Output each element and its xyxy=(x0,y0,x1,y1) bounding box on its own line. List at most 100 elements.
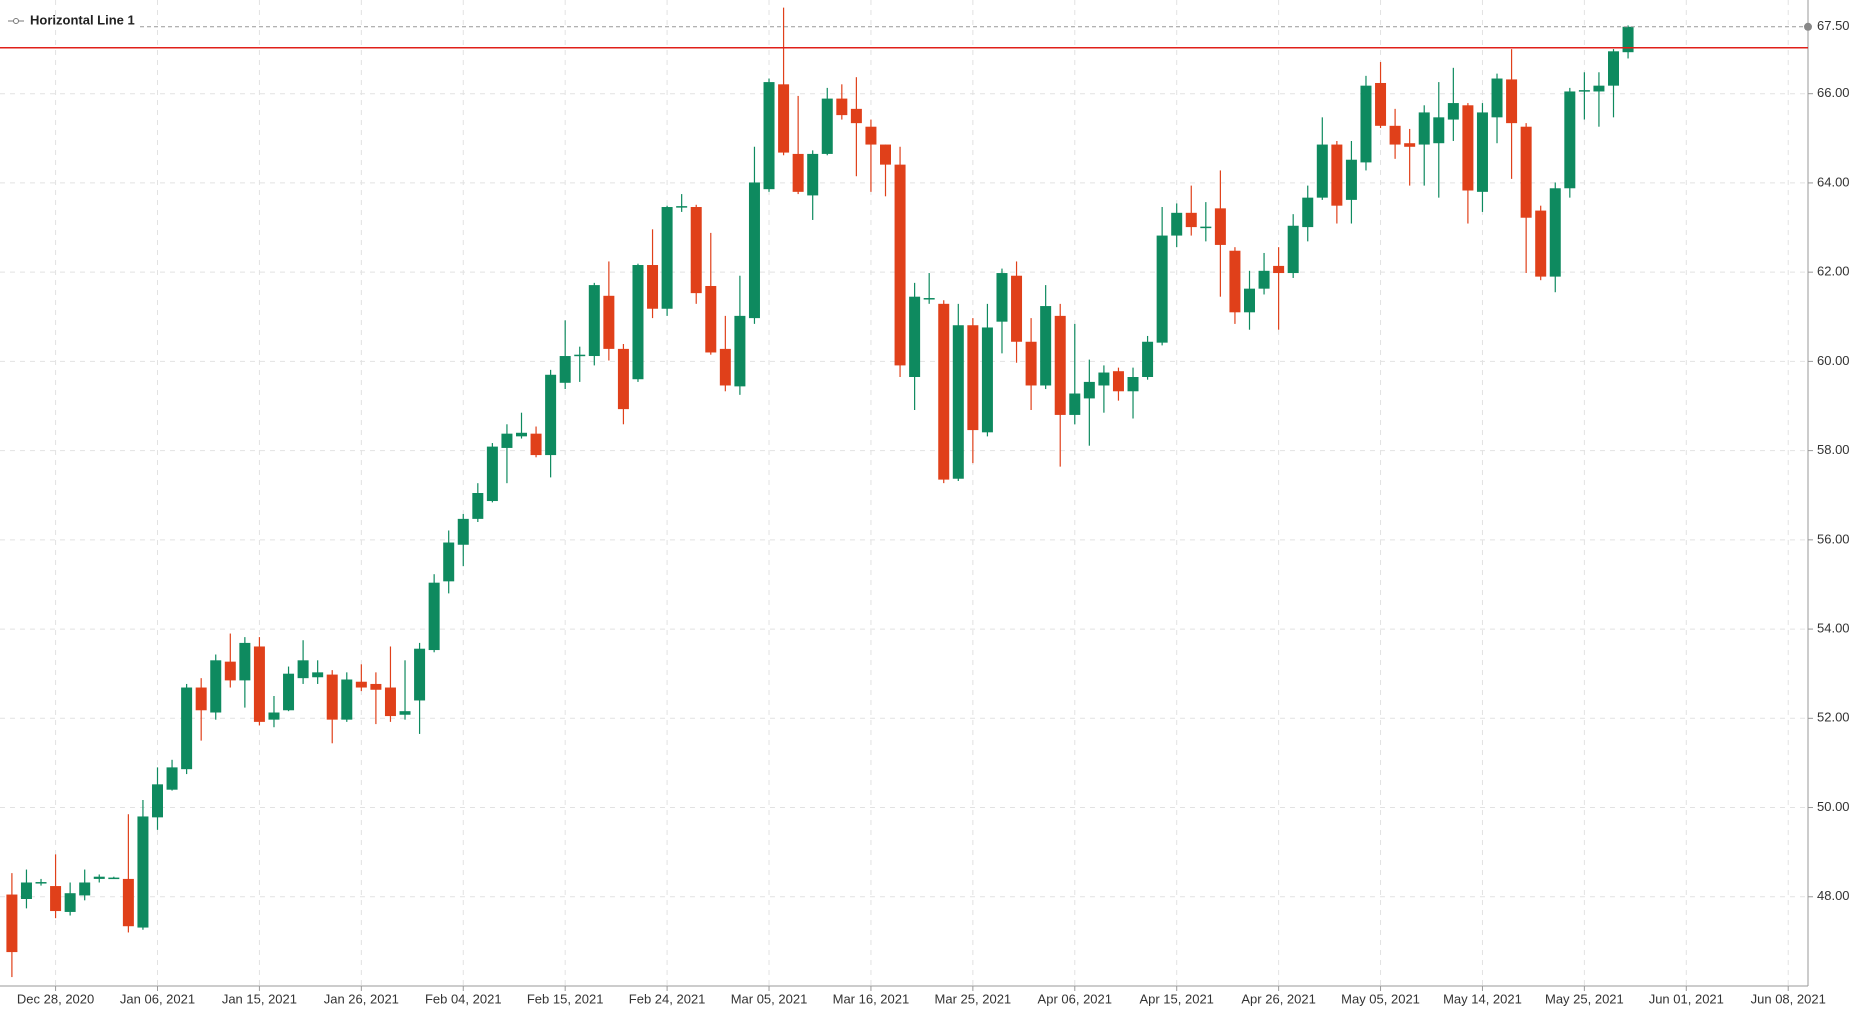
candle-body xyxy=(952,325,964,479)
candle-body xyxy=(20,882,32,899)
candle-body xyxy=(1535,210,1547,277)
candle-body xyxy=(719,348,731,386)
candle-body xyxy=(486,446,498,502)
candle-body xyxy=(1506,79,1518,124)
candle-body xyxy=(880,144,891,165)
candle-body xyxy=(1316,144,1328,198)
y-tick-label: 52.00 xyxy=(1817,710,1850,725)
candle-body xyxy=(1171,212,1183,236)
candle-body xyxy=(778,84,790,153)
candle-body xyxy=(1302,197,1314,228)
candle-body xyxy=(1549,188,1561,277)
x-tick-label: Apr 06, 2021 xyxy=(1038,991,1112,1006)
candle-body xyxy=(108,877,120,880)
x-tick-label: Feb 04, 2021 xyxy=(425,991,502,1006)
candle-body xyxy=(224,661,236,681)
candle-body xyxy=(297,660,309,679)
candle-body xyxy=(268,712,280,720)
candle-body xyxy=(384,687,396,717)
y-tick-label: 56.00 xyxy=(1817,531,1850,546)
candle-body xyxy=(1608,51,1619,86)
candle-body xyxy=(530,433,542,456)
candle-body xyxy=(181,687,193,770)
candle-body xyxy=(93,876,105,879)
y-tick-label: 50.00 xyxy=(1817,799,1850,814)
candle-body xyxy=(1360,85,1372,163)
candle-body xyxy=(603,295,615,349)
candle-body xyxy=(807,153,819,196)
x-tick-label: Jan 15, 2021 xyxy=(222,991,297,1006)
candle-body xyxy=(195,687,207,711)
candle-body xyxy=(1069,393,1081,415)
candle-body xyxy=(457,518,469,545)
candle-body xyxy=(588,285,600,357)
candle-body xyxy=(1622,26,1634,53)
candle-body xyxy=(865,126,877,145)
x-tick-label: Dec 28, 2020 xyxy=(17,991,94,1006)
candle-body xyxy=(79,882,91,896)
y-tick-label: 60.00 xyxy=(1817,353,1850,368)
candle-body xyxy=(1200,226,1212,229)
candle-body xyxy=(545,374,557,456)
candle-body xyxy=(1098,372,1110,386)
legend[interactable]: Horizontal Line 1 xyxy=(8,12,135,27)
candle-body xyxy=(1229,250,1241,313)
x-tick-label: May 05, 2021 xyxy=(1341,991,1420,1006)
candle-body xyxy=(661,207,673,309)
last-price-dot xyxy=(1804,22,1812,31)
candle-body xyxy=(1578,90,1590,92)
x-tick-label: Mar 05, 2021 xyxy=(731,991,808,1006)
candle-body xyxy=(1375,82,1387,126)
candle-body xyxy=(1185,212,1197,228)
candle-body xyxy=(1156,235,1168,343)
candle-body xyxy=(1054,315,1066,415)
candle-body xyxy=(472,493,484,519)
candle-body xyxy=(1127,377,1139,392)
candle-body xyxy=(996,273,1008,322)
candle-body xyxy=(64,893,76,912)
x-tick-label: May 14, 2021 xyxy=(1443,991,1522,1006)
legend-label: Horizontal Line 1 xyxy=(30,12,135,27)
candle-body xyxy=(981,327,993,433)
candle-body xyxy=(326,674,338,720)
candle-body xyxy=(748,182,760,319)
candle-body xyxy=(1476,112,1488,192)
candle-body xyxy=(1520,126,1532,218)
last-price-label: 67.50 xyxy=(1817,18,1850,33)
x-tick-label: Mar 16, 2021 xyxy=(833,991,910,1006)
x-tick-label: Apr 15, 2021 xyxy=(1139,991,1213,1006)
candle-body xyxy=(1287,225,1299,274)
candle-body xyxy=(1142,341,1154,377)
candle-body xyxy=(1112,371,1124,392)
candle-body xyxy=(152,784,163,818)
candle-body xyxy=(647,265,659,309)
y-tick-label: 48.00 xyxy=(1817,888,1850,903)
candle-body xyxy=(909,296,921,377)
candle-body xyxy=(821,98,833,154)
candle-body xyxy=(1491,78,1503,118)
y-tick-label: 64.00 xyxy=(1817,174,1850,189)
candle-body xyxy=(1214,208,1226,245)
y-tick-label: 54.00 xyxy=(1817,621,1850,636)
candle-body xyxy=(166,767,178,790)
candle-body xyxy=(705,285,717,353)
candle-body xyxy=(1244,288,1255,313)
candle-body xyxy=(938,303,950,480)
candle-body xyxy=(501,433,513,448)
candle-body xyxy=(516,432,527,437)
candle-body xyxy=(850,108,862,124)
x-tick-label: May 25, 2021 xyxy=(1545,991,1624,1006)
candle-body xyxy=(210,660,222,713)
y-tick-label: 62.00 xyxy=(1817,264,1850,279)
candle-body xyxy=(6,894,18,953)
candle-body xyxy=(1331,144,1343,206)
candle-body xyxy=(967,325,979,431)
x-tick-label: Apr 26, 2021 xyxy=(1241,991,1315,1006)
x-tick-label: Mar 25, 2021 xyxy=(935,991,1012,1006)
candle-body xyxy=(1389,125,1401,145)
y-tick-label: 66.00 xyxy=(1817,85,1850,100)
candle-body xyxy=(355,681,367,688)
candle-body xyxy=(122,878,134,927)
